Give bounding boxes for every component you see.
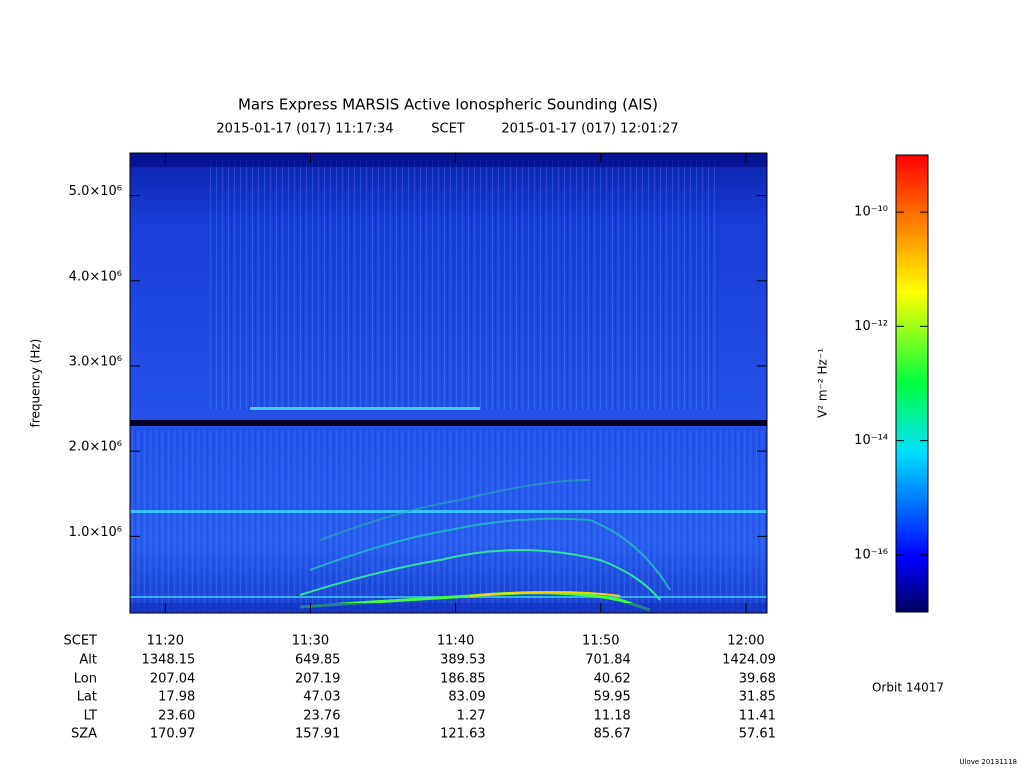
ephemeris-value: 1.27: [457, 709, 486, 724]
colorbar-tick-label: 10⁻¹⁴: [854, 433, 888, 448]
time-system: SCET: [431, 122, 465, 137]
colorbar-tick-label: 10⁻¹²: [854, 319, 888, 334]
chart-title: Mars Express MARSIS Active Ionospheric S…: [238, 96, 658, 114]
ephemeris-label: SZA: [71, 727, 97, 742]
ephemeris-label: SCET: [64, 634, 98, 649]
ephemeris-value: 11.41: [739, 709, 776, 724]
colorbar-label: V² m⁻² Hz⁻¹: [816, 348, 830, 418]
y-tick-label: 3.0×10⁶: [69, 354, 122, 369]
ephemeris-value: 23.60: [158, 709, 195, 724]
ephemeris-value: 85.67: [594, 727, 631, 742]
ephemeris-value: 389.53: [440, 653, 486, 668]
x-tick-label: 11:30: [292, 634, 329, 649]
ephemeris-label: Lat: [77, 690, 97, 705]
ephemeris-label: Lon: [74, 672, 97, 687]
start-time: 2015-01-17 (017) 11:17:34: [216, 122, 393, 137]
ephemeris-value: 207.04: [150, 672, 196, 687]
ephemeris-value: 1348.15: [142, 653, 196, 668]
ephemeris-label: LT: [84, 709, 97, 724]
spectrogram-image: [130, 153, 767, 613]
ephemeris-value: 121.63: [440, 727, 486, 742]
orbit-label: Orbit 14017: [872, 681, 944, 695]
ephemeris-value: 17.98: [158, 690, 195, 705]
ephemeris-value: 11.18: [594, 709, 631, 724]
ephemeris-value: 39.68: [739, 672, 776, 687]
ephemeris-label: Alt: [79, 653, 97, 668]
ephemeris-value: 649.85: [295, 653, 341, 668]
colorbar-tick-label: 10⁻¹⁶: [854, 547, 888, 562]
x-tick-label: 12:00: [727, 634, 764, 649]
ephemeris-value: 23.76: [303, 709, 340, 724]
ephemeris-value: 170.97: [150, 727, 196, 742]
ephemeris-value: 59.95: [594, 690, 631, 705]
colorbar: [895, 154, 929, 613]
y-tick-label: 1.0×10⁶: [69, 525, 122, 540]
footer: Ulove 20131118: [959, 758, 1017, 766]
y-tick-label: 5.0×10⁶: [69, 184, 122, 199]
x-tick-label: 11:50: [582, 634, 619, 649]
y-axis-label: frequency (Hz): [29, 339, 43, 428]
x-tick-label: 11:40: [437, 634, 474, 649]
ephemeris-value: 701.84: [585, 653, 631, 668]
ephemeris-value: 47.03: [303, 690, 340, 705]
ephemeris-value: 1424.09: [722, 653, 776, 668]
y-tick-label: 4.0×10⁶: [69, 269, 122, 284]
end-time: 2015-01-17 (017) 12:01:27: [501, 122, 678, 137]
x-tick-label: 11:20: [147, 634, 184, 649]
ephemeris-value: 31.85: [739, 690, 776, 705]
ephemeris-value: 40.62: [594, 672, 631, 687]
ephemeris-value: 186.85: [440, 672, 486, 687]
plot-frame: [129, 152, 768, 614]
ephemeris-value: 157.91: [295, 727, 341, 742]
colorbar-tick-label: 10⁻¹⁰: [854, 205, 888, 220]
y-tick-label: 2.0×10⁶: [69, 440, 122, 455]
ephemeris-value: 83.09: [448, 690, 485, 705]
ephemeris-value: 207.19: [295, 672, 341, 687]
ephemeris-value: 57.61: [739, 727, 776, 742]
